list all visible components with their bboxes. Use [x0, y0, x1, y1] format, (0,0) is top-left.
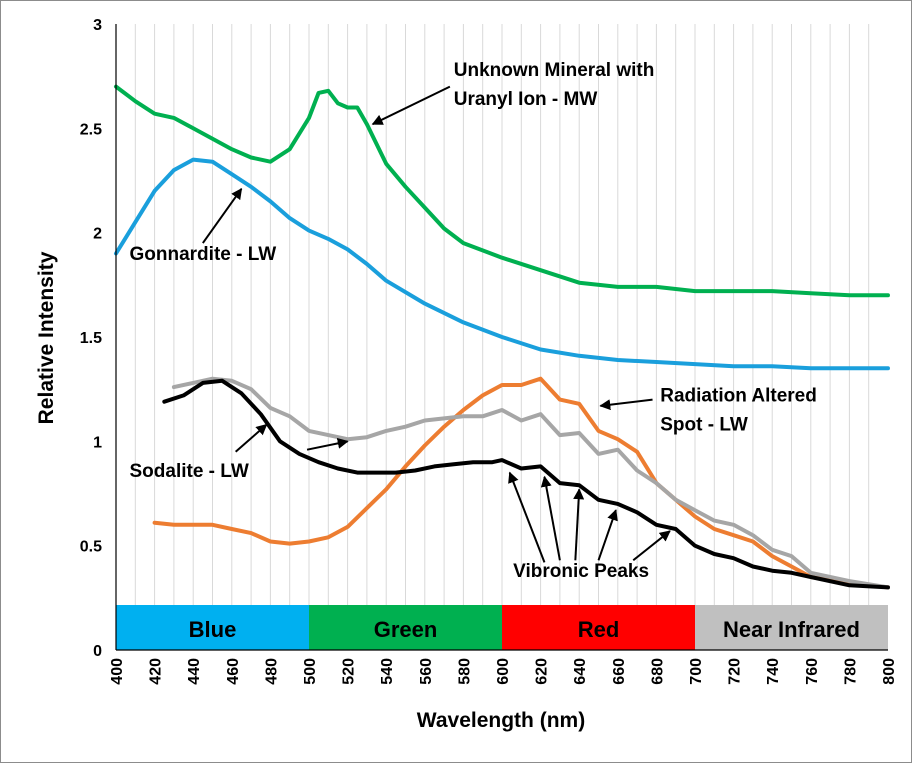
annotation-arrow [632, 530, 671, 562]
annotation-label: Spot - LW [660, 415, 748, 436]
x-tick-label: 760 [804, 658, 821, 685]
x-tick-label: 740 [765, 658, 782, 685]
x-tick-label: 440 [186, 658, 203, 685]
x-tick-label: 600 [495, 658, 512, 685]
series-line-3 [152, 376, 890, 590]
x-tick-label: 520 [341, 658, 358, 685]
band-label: Green [374, 617, 438, 642]
y-tick-label: 2.5 [80, 121, 102, 138]
series-line-4 [171, 376, 890, 590]
y-tick-label: 1 [93, 434, 102, 451]
y-axis-title: Relative Intensity [35, 251, 58, 424]
x-tick-label: 680 [649, 658, 666, 685]
series-line-5 [162, 378, 890, 590]
x-tick-label: 560 [418, 658, 435, 685]
annotation-label: Vibronic Peaks [513, 561, 649, 582]
x-tick-label: 620 [534, 658, 551, 685]
annotation-arrow [306, 437, 349, 451]
y-tick-label: 0.5 [80, 539, 102, 556]
x-tick-label: 500 [302, 658, 319, 685]
annotation-arrow [599, 398, 653, 411]
band-red [502, 605, 695, 650]
annotation-arrow [202, 187, 243, 244]
annotation-arrow [508, 471, 546, 563]
x-tick-label: 700 [688, 658, 705, 685]
axes: 0 0.5 1 1.5 2 2.5 3 400 420 440 460 480 500 520 540 560… [80, 17, 898, 685]
band-blue [116, 605, 309, 650]
x-axis-title: Wavelength (nm) [417, 709, 585, 732]
annotation-label: Gonnardite - LW [130, 244, 277, 265]
series-line-1 [114, 84, 890, 298]
x-tick-label: 800 [881, 658, 898, 685]
series-lines [114, 84, 890, 590]
x-tick-label: 640 [572, 658, 589, 685]
band-green [309, 605, 502, 650]
x-tick-label: 420 [148, 658, 165, 685]
annotation-label: Unknown Mineral with [454, 60, 655, 81]
annotation-arrow [235, 423, 268, 453]
color-bands: Blue Green Red Near Infrared [116, 605, 888, 650]
x-tick-label: 660 [611, 658, 628, 685]
band-label: Blue [189, 617, 237, 642]
annotation-label: Uranyl Ion - MW [454, 89, 598, 110]
annotations: Unknown Mineral with Uranyl Ion - MW Gonna… [130, 60, 817, 582]
band-label: Red [578, 617, 620, 642]
annotation-arrow [597, 509, 618, 561]
annotation-label: Radiation Altered [660, 386, 817, 407]
annotation-arrow [540, 475, 561, 561]
annotation-arrows [202, 85, 671, 563]
band-label: Near Infrared [723, 617, 860, 642]
x-tick-label: 780 [842, 658, 859, 685]
y-tick-label: 1.5 [80, 330, 102, 347]
annotation-label: Sodalite - LW [130, 461, 249, 482]
x-tick-label: 480 [263, 658, 280, 685]
annotation-arrow [371, 85, 451, 126]
y-tick-label: 3 [93, 17, 102, 34]
band-near-infrared [695, 605, 888, 650]
x-tick-label: 720 [727, 658, 744, 685]
gridlines [134, 24, 870, 650]
x-tick-label: 540 [379, 658, 396, 685]
series-line-2 [114, 157, 890, 371]
y-tick-label: 0 [93, 643, 102, 660]
x-tick-label: 460 [225, 658, 242, 685]
annotation-arrow [573, 488, 585, 561]
x-tick-label: 400 [109, 658, 126, 685]
y-tick-label: 2 [93, 226, 102, 243]
x-tick-label: 580 [456, 658, 473, 685]
